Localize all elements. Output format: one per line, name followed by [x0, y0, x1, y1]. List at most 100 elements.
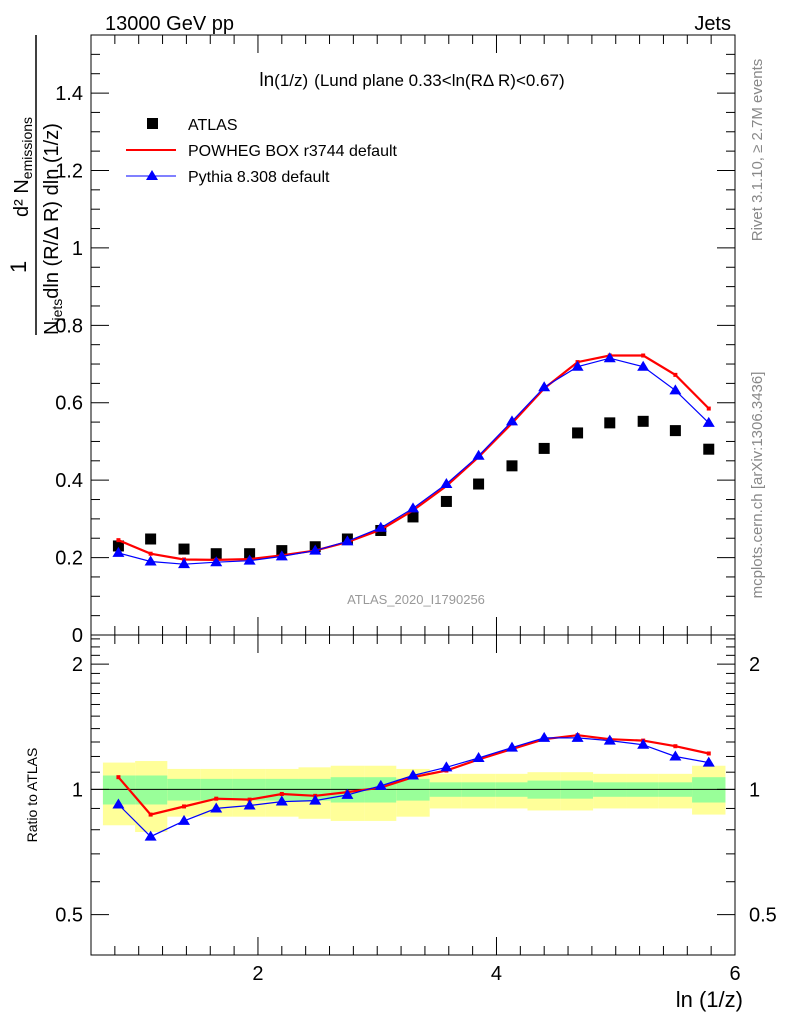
ratio-point-powheg: [182, 804, 187, 809]
ratio-panel: 0.5 0.5 1 1 2 2 2 4 6: [55, 634, 777, 985]
main-point-pythia: [637, 360, 650, 371]
main-point-atlas: [178, 543, 190, 555]
ratio-y-tick-label-right: 1: [749, 779, 760, 801]
ratio-point-pythia: [374, 779, 387, 790]
main-panel: 0 0.2 0.4 0.6 0.8 1 1.2 1.4 ln(1/z) (Lund plane …: [55, 34, 736, 647]
main-series-line-pythia: [118, 357, 710, 565]
main-point-pythia: [275, 550, 288, 561]
ratio-point-pythia: [669, 750, 682, 761]
main-point-pythia: [571, 360, 584, 371]
main-point-atlas: [112, 540, 124, 552]
ratio-point-pythia: [571, 731, 584, 742]
main-point-atlas: [637, 415, 649, 427]
ratio-point-pythia: [210, 802, 223, 813]
main-x-ticks: [114, 35, 736, 635]
ratio-point-pythia: [112, 798, 125, 809]
legend-entry-pythia: Pythia 8.308 default: [126, 169, 330, 186]
main-point-powheg: [116, 538, 121, 543]
legend-label-atlas: ATLAS: [188, 117, 238, 134]
main-y-tick-label: 1: [72, 238, 83, 260]
main-point-pythia: [702, 416, 715, 427]
y-label-numerator: d² Nemissions: [11, 117, 35, 217]
main-point-pythia: [210, 556, 223, 567]
x-tick-label: 4: [491, 963, 502, 985]
y-label-one: 1: [6, 261, 31, 273]
main-point-pythia: [144, 555, 157, 566]
ratio-point-powheg: [148, 812, 153, 817]
header-right-label: Jets: [694, 13, 731, 35]
main-point-pythia: [407, 502, 419, 513]
main-point-powheg: [641, 353, 646, 358]
ratio-point-powheg: [279, 791, 284, 796]
main-point-atlas: [703, 443, 715, 455]
main-point-pythia: [112, 546, 125, 557]
ratio-point-pythia: [309, 794, 322, 805]
x-tick-label: 2: [252, 963, 263, 985]
main-point-powheg: [148, 551, 153, 556]
main-point-pythia: [243, 554, 256, 565]
main-point-pythia: [603, 352, 616, 363]
ratio-point-pythia: [178, 814, 191, 825]
main-point-atlas: [669, 425, 681, 437]
ratio-point-pythia: [702, 756, 715, 767]
main-point-pythia: [341, 535, 354, 546]
ratio-y-tick-label-right: 0.5: [749, 905, 777, 927]
main-y-tick-label: 0.6: [55, 393, 83, 415]
main-y-axis-label: 1 d² Nemissions Njetsdln (R/Δ R) dln (1/…: [6, 35, 65, 335]
legend-label-pythia: Pythia 8.308 default: [188, 169, 330, 186]
side-text-mcplots: mcplots.cern.ch [arXiv:1306.3436]: [749, 372, 766, 599]
ratio-point-pythia: [603, 734, 616, 745]
main-point-pythia: [178, 558, 191, 569]
main-point-pythia: [309, 544, 322, 555]
main-point-powheg: [673, 372, 678, 377]
header-left-label: 13000 GeV pp: [105, 13, 234, 35]
y-label-denominator: Njetsdln (R/Δ R) dln (1/z): [41, 123, 65, 335]
side-text-rivet: Rivet 3.1.10, ≥ 2.7M events: [749, 59, 766, 242]
main-point-pythia: [505, 415, 518, 426]
legend-entry-powheg: POWHEG BOX r3744 default: [126, 143, 398, 160]
plot-title: ln(1/z) (Lund plane 0.33<ln(RΔ R)<0.67): [259, 70, 564, 91]
ratio-point-pythia: [275, 795, 288, 806]
legend-marker-atlas: [147, 118, 158, 129]
ratio-band-inner: [135, 775, 168, 805]
main-y-tick-label: 0.2: [55, 548, 83, 570]
main-y-tick-label: 1.2: [55, 160, 83, 182]
ratio-y-tick-label: 2: [72, 654, 83, 676]
main-point-powheg: [706, 406, 711, 411]
main-plot-content: [112, 352, 715, 569]
main-y-ticks: 0 0.2 0.4 0.6 0.8 1 1.2 1.4: [55, 34, 735, 647]
main-point-atlas: [407, 511, 419, 523]
ratio-point-powheg: [116, 775, 121, 780]
main-point-atlas: [145, 533, 157, 545]
x-axis-label: ln (1/z): [676, 987, 743, 1012]
ratio-point-pythia: [144, 830, 157, 841]
main-point-atlas: [440, 495, 452, 507]
ratio-point-pythia: [637, 738, 650, 749]
main-series-line-powheg: [117, 354, 710, 562]
ratio-point-pythia: [243, 799, 256, 810]
ratio-x-ticks: 2 4 6: [114, 635, 741, 985]
ratio-point-pythia: [341, 788, 354, 799]
main-point-atlas: [572, 427, 584, 439]
main-point-atlas: [244, 548, 256, 560]
main-point-pythia: [374, 521, 387, 532]
ratio-y-axis-label: Ratio to ATLAS: [24, 748, 40, 843]
ratio-point-powheg: [214, 796, 219, 801]
ratio-y-ticks: 0.5 0.5 1 1 2 2: [55, 638, 777, 927]
legend: ATLAS POWHEG BOX r3744 default Pythia 8.…: [126, 117, 398, 186]
ratio-point-pythia: [407, 769, 419, 780]
main-point-atlas: [506, 460, 518, 472]
analysis-id-label: ATLAS_2020_I1790256: [347, 592, 485, 607]
ratio-point-pythia: [472, 751, 485, 762]
main-y-tick-label: 1.4: [55, 83, 83, 105]
main-point-atlas: [473, 478, 485, 490]
main-point-pythia: [538, 381, 551, 392]
ratio-frame: [90, 634, 736, 956]
main-point-atlas: [604, 417, 616, 429]
ratio-point-pythia: [440, 761, 453, 772]
ratio-point-powheg: [706, 751, 711, 756]
x-tick-label: 6: [729, 963, 740, 985]
legend-entry-atlas: ATLAS: [147, 117, 238, 134]
main-y-tick-label: 0.8: [55, 315, 83, 337]
